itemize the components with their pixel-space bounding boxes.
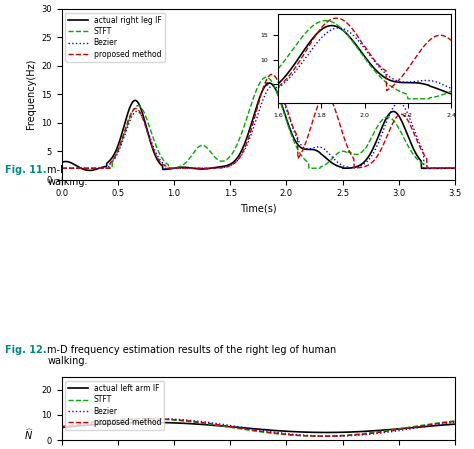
- actual right leg IF: [267, 80, 273, 86]
- proposed method: [366, 162, 372, 167]
- actual right leg IF: [330, 161, 336, 166]
- Bezier: [373, 145, 379, 151]
- STFT: [366, 140, 372, 145]
- actual right leg IF: [374, 139, 379, 144]
- actual right leg IF: [452, 166, 458, 171]
- STFT: [329, 156, 335, 161]
- Text: m-D frequency estimation results of the left leg of human
walking.: m-D frequency estimation results of the …: [47, 165, 329, 187]
- proposed method: [329, 99, 335, 105]
- actual right leg IF: [87, 168, 92, 173]
- STFT: [373, 127, 379, 132]
- Legend: actual left arm IF, STFT, Bezier, proposed method: actual left arm IF, STFT, Bezier, propos…: [65, 381, 164, 430]
- STFT: [452, 166, 458, 171]
- actual right leg IF: [366, 153, 372, 158]
- Bezier: [366, 157, 372, 163]
- Bezier: [232, 160, 238, 166]
- STFT: [263, 75, 269, 80]
- Line: Bezier: Bezier: [62, 86, 455, 168]
- Bezier: [218, 165, 224, 171]
- Bezier: [452, 166, 458, 171]
- Legend: actual right leg IF, STFT, Bezier, proposed method: actual right leg IF, STFT, Bezier, propo…: [65, 13, 164, 62]
- proposed method: [59, 166, 64, 171]
- Text: $\widehat{N}$: $\widehat{N}$: [24, 427, 34, 442]
- Text: m-D frequency estimation results of the right leg of human
walking.: m-D frequency estimation results of the …: [47, 345, 337, 366]
- Bezier: [329, 154, 335, 160]
- proposed method: [218, 165, 224, 171]
- Bezier: [99, 166, 105, 171]
- Y-axis label: Frequency(Hz): Frequency(Hz): [26, 59, 36, 129]
- Line: STFT: STFT: [62, 77, 455, 168]
- Text: Fig. 11.: Fig. 11.: [5, 165, 46, 175]
- STFT: [99, 166, 105, 171]
- actual right leg IF: [232, 158, 238, 163]
- Bezier: [270, 83, 276, 88]
- proposed method: [232, 160, 238, 165]
- proposed method: [99, 166, 105, 171]
- Line: proposed method: proposed method: [62, 75, 455, 168]
- actual right leg IF: [100, 164, 105, 170]
- proposed method: [373, 155, 379, 161]
- Bezier: [59, 166, 64, 171]
- actual right leg IF: [59, 160, 64, 165]
- proposed method: [452, 166, 458, 171]
- STFT: [59, 166, 64, 171]
- STFT: [218, 158, 224, 164]
- Text: Fig. 12.: Fig. 12.: [5, 345, 46, 355]
- actual right leg IF: [218, 164, 224, 169]
- X-axis label: Time(s): Time(s): [240, 204, 277, 214]
- STFT: [232, 146, 238, 152]
- Line: actual right leg IF: actual right leg IF: [62, 83, 455, 171]
- proposed method: [269, 72, 275, 77]
